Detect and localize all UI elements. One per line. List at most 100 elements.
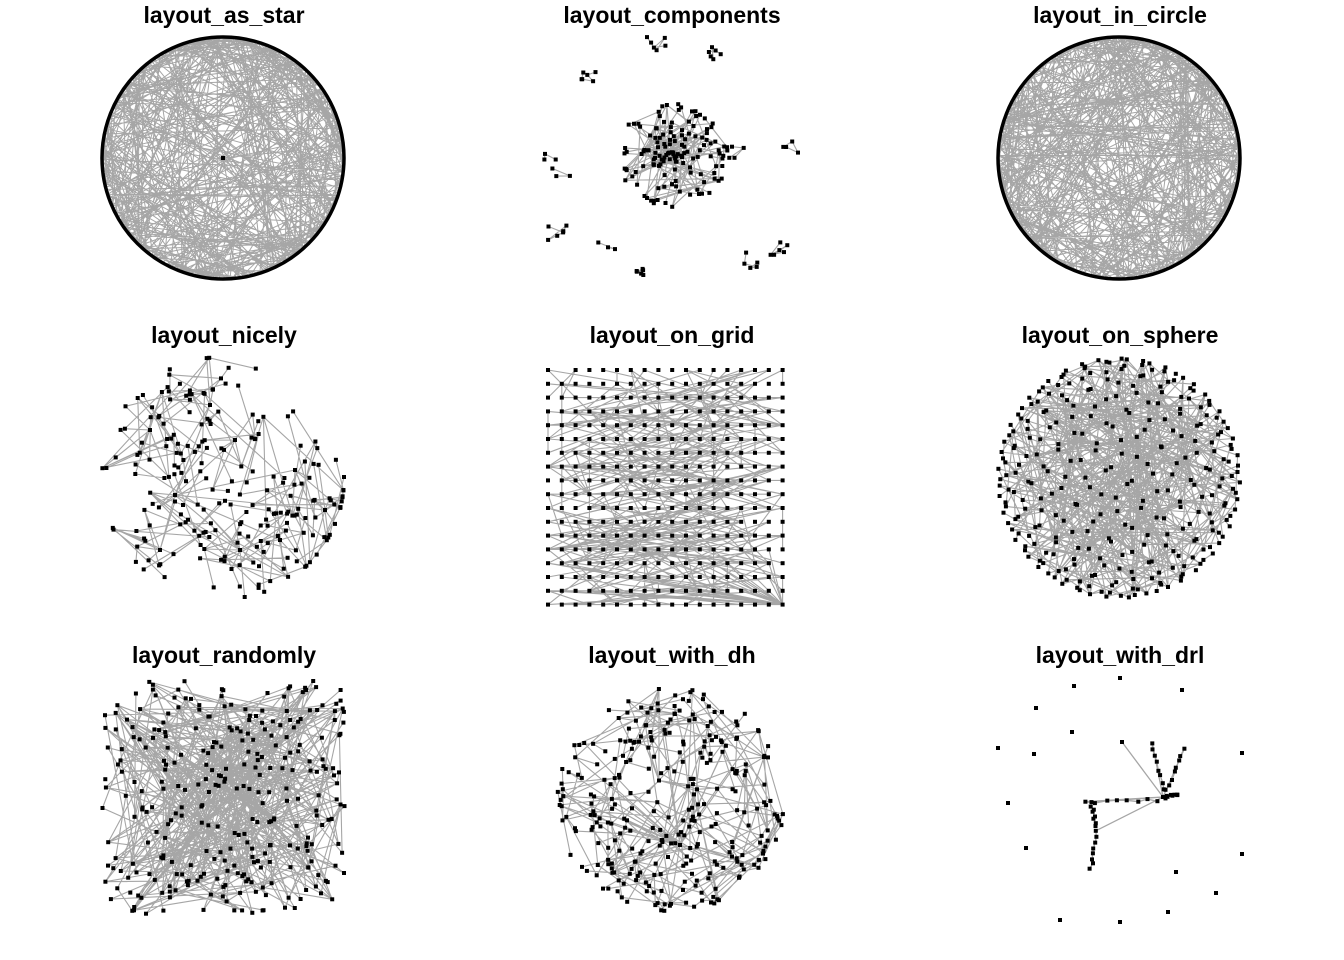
vertex bbox=[303, 685, 308, 690]
vertex bbox=[667, 903, 672, 908]
vertex bbox=[302, 459, 307, 464]
vertex bbox=[1087, 485, 1092, 490]
vertex bbox=[1119, 367, 1124, 371]
vertex bbox=[188, 392, 192, 397]
vertex bbox=[615, 395, 619, 400]
vertex bbox=[651, 198, 656, 203]
vertex bbox=[1098, 556, 1103, 561]
vertex bbox=[655, 901, 660, 906]
vertex bbox=[723, 743, 728, 748]
vertex bbox=[720, 164, 725, 168]
vertex bbox=[1093, 448, 1098, 453]
vertex bbox=[657, 163, 661, 168]
vertex bbox=[659, 771, 664, 776]
vertex bbox=[622, 816, 627, 821]
vertex bbox=[735, 808, 740, 813]
vertex bbox=[250, 854, 255, 859]
vertex bbox=[103, 785, 108, 790]
vertex bbox=[255, 859, 260, 863]
vertex bbox=[684, 561, 688, 566]
vertex bbox=[200, 439, 205, 444]
vertex bbox=[686, 131, 691, 136]
vertex bbox=[1113, 495, 1118, 500]
vertex bbox=[1036, 565, 1041, 569]
vertex bbox=[642, 506, 647, 510]
vertex bbox=[256, 419, 261, 424]
vertex bbox=[201, 391, 206, 395]
vertex bbox=[674, 154, 679, 159]
vertex bbox=[702, 739, 707, 744]
vertex bbox=[606, 708, 611, 713]
vertex bbox=[778, 240, 783, 245]
vertex bbox=[642, 478, 647, 483]
vertex bbox=[689, 858, 694, 863]
vertex bbox=[739, 602, 744, 607]
vertex bbox=[1177, 499, 1182, 504]
vertex bbox=[618, 738, 623, 743]
vertex bbox=[732, 155, 737, 160]
vertex bbox=[256, 585, 261, 590]
vertex bbox=[707, 190, 712, 195]
vertex bbox=[546, 561, 550, 566]
vertex bbox=[292, 513, 297, 518]
vertex bbox=[1041, 464, 1046, 469]
vertex bbox=[697, 533, 702, 538]
vertex bbox=[1124, 407, 1129, 412]
vertex bbox=[264, 517, 269, 522]
vertex bbox=[135, 452, 140, 457]
vertex bbox=[173, 493, 177, 497]
vertex bbox=[281, 480, 286, 485]
vertex bbox=[1019, 416, 1024, 421]
vertex bbox=[134, 529, 139, 533]
vertex bbox=[682, 879, 687, 884]
vertex bbox=[199, 461, 204, 466]
vertex bbox=[162, 476, 167, 480]
vertex bbox=[780, 602, 785, 607]
vertex bbox=[215, 876, 220, 881]
vertex bbox=[1077, 588, 1082, 593]
vertex bbox=[559, 478, 564, 483]
vertex bbox=[284, 786, 289, 791]
vertex bbox=[342, 475, 346, 479]
vertex bbox=[1150, 367, 1155, 372]
vertex bbox=[313, 515, 318, 520]
circle-outline bbox=[996, 35, 1242, 281]
vertex bbox=[670, 533, 675, 538]
vertex bbox=[300, 690, 305, 695]
vertex bbox=[188, 863, 193, 868]
vertex bbox=[628, 395, 633, 400]
vertex bbox=[695, 787, 699, 792]
vertex bbox=[601, 492, 606, 497]
vertex bbox=[701, 697, 705, 702]
vertex bbox=[566, 770, 571, 775]
vertex bbox=[711, 602, 716, 607]
vertex bbox=[111, 527, 116, 532]
vertex bbox=[337, 770, 341, 775]
vertex bbox=[265, 523, 270, 528]
vertex bbox=[323, 878, 328, 883]
vertex bbox=[561, 794, 566, 799]
vertex bbox=[1201, 547, 1206, 552]
vertex bbox=[727, 155, 732, 160]
vertex bbox=[708, 719, 713, 724]
vertex bbox=[628, 409, 633, 414]
vertex bbox=[280, 766, 285, 771]
vertex bbox=[272, 511, 276, 516]
vertex bbox=[324, 538, 329, 543]
vertex bbox=[667, 730, 672, 735]
vertex bbox=[671, 134, 676, 139]
vertex bbox=[725, 423, 730, 428]
vertex bbox=[1224, 517, 1229, 522]
vertex bbox=[666, 815, 671, 820]
vertex bbox=[753, 381, 757, 386]
vertex bbox=[169, 859, 174, 864]
vertex bbox=[1104, 359, 1109, 364]
vertex bbox=[739, 423, 744, 428]
vertex bbox=[247, 718, 252, 722]
vertex bbox=[697, 519, 702, 524]
vertex bbox=[314, 552, 319, 557]
vertex bbox=[680, 128, 684, 133]
vertex bbox=[1163, 543, 1168, 548]
vertex bbox=[1027, 435, 1032, 440]
vertex bbox=[697, 409, 702, 414]
